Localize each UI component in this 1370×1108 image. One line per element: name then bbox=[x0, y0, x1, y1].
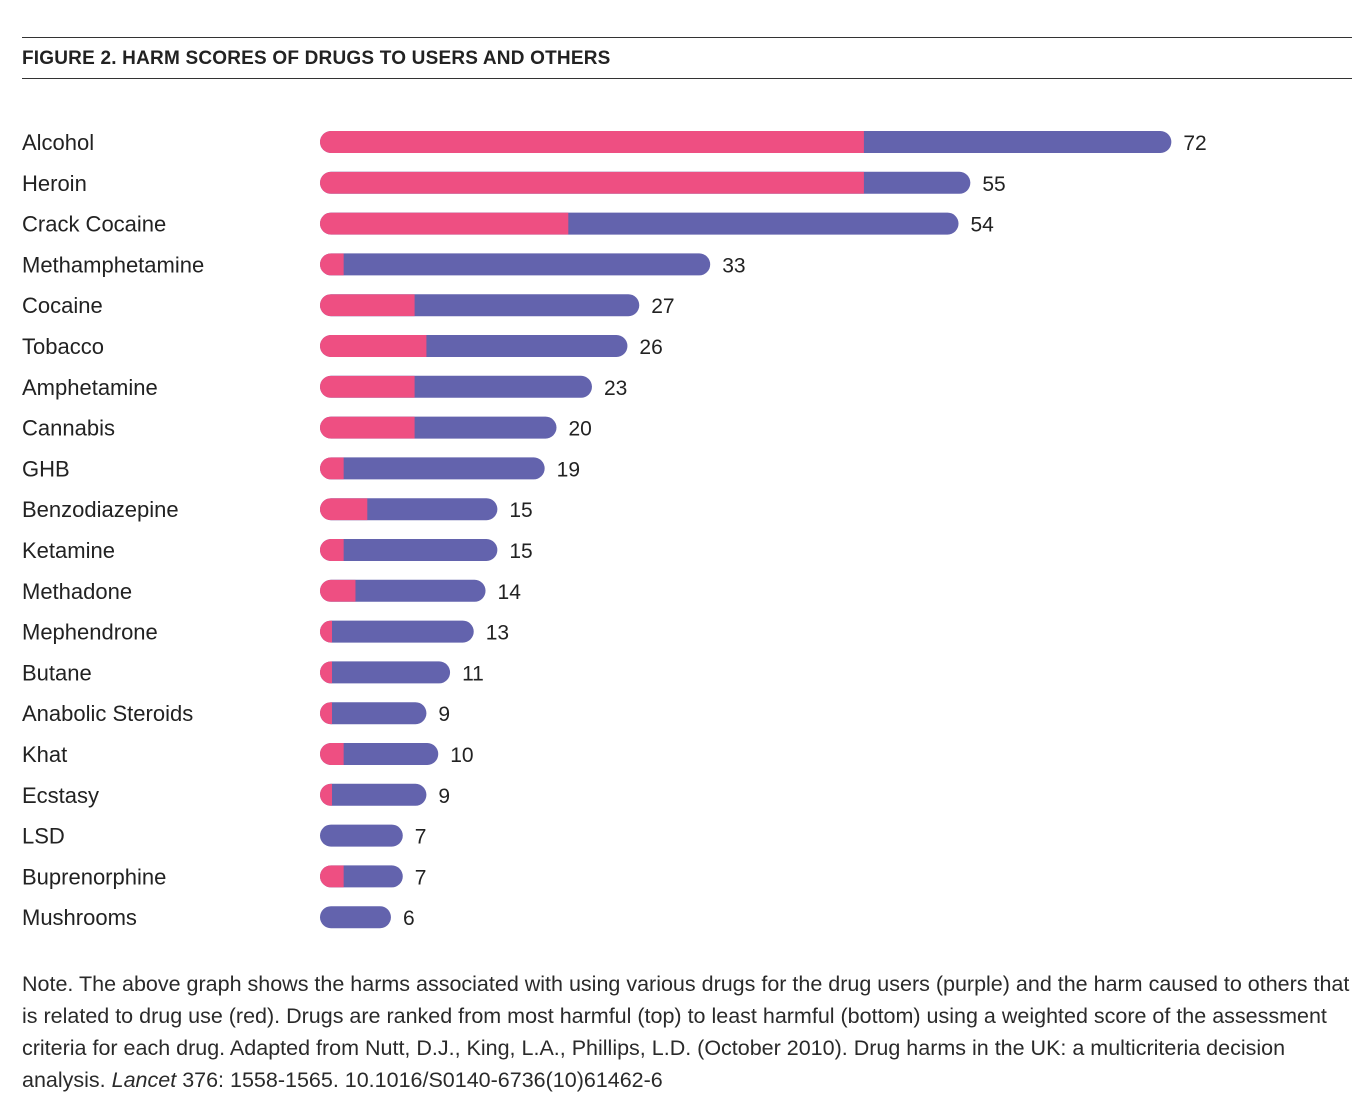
value-label: 55 bbox=[982, 173, 1005, 196]
category-label: LSD bbox=[22, 824, 65, 849]
category-label: Tobacco bbox=[22, 334, 104, 359]
bar-others-harm bbox=[320, 661, 332, 684]
value-label: 19 bbox=[557, 458, 580, 481]
bar-users-harm bbox=[320, 253, 711, 276]
category-label: Crack Cocaine bbox=[22, 212, 166, 237]
figure-title: FIGURE 2. HARM SCORES OF DRUGS TO USERS … bbox=[22, 48, 611, 69]
category-label: Amphetamine bbox=[22, 375, 158, 400]
bar-others-harm bbox=[320, 702, 332, 725]
value-label: 13 bbox=[486, 622, 509, 645]
bar-users-harm bbox=[320, 783, 427, 806]
value-label: 14 bbox=[498, 581, 522, 604]
bar-others-harm bbox=[320, 865, 344, 888]
category-label: Anabolic Steroids bbox=[22, 701, 193, 726]
bar-users-harm bbox=[320, 620, 474, 643]
value-label: 7 bbox=[415, 826, 427, 849]
top-rule bbox=[22, 37, 1352, 38]
bar-others-harm bbox=[320, 416, 415, 439]
category-label: Butane bbox=[22, 660, 92, 685]
value-label: 15 bbox=[509, 540, 532, 563]
bar-others-harm bbox=[320, 253, 344, 276]
bar-users-harm bbox=[320, 661, 451, 684]
harm-bar-chart: Alcohol Heroin Crack Cocaine Methamphetamin… bbox=[22, 130, 1207, 930]
bar-users-harm bbox=[320, 906, 391, 929]
category-label: Mushrooms bbox=[22, 905, 137, 930]
bar-users-harm bbox=[320, 579, 486, 602]
value-label: 54 bbox=[971, 214, 995, 237]
category-label: Benzodiazepine bbox=[22, 497, 179, 522]
category-label: Heroin bbox=[22, 171, 87, 196]
category-label: Buprenorphine bbox=[22, 864, 166, 889]
category-label: GHB bbox=[22, 456, 70, 481]
value-label: 9 bbox=[438, 785, 450, 808]
value-label: 23 bbox=[604, 377, 627, 400]
value-label: 72 bbox=[1183, 132, 1206, 155]
bar-others-harm bbox=[320, 375, 415, 398]
category-label: Alcohol bbox=[22, 130, 94, 155]
value-label: 15 bbox=[509, 499, 532, 522]
value-label: 6 bbox=[403, 907, 415, 930]
bar-others-harm bbox=[320, 457, 344, 480]
value-label: 20 bbox=[568, 418, 591, 441]
bar-others-harm bbox=[320, 579, 356, 602]
bar-others-harm bbox=[320, 620, 332, 643]
figure-note: Note. The above graph shows the harms as… bbox=[22, 968, 1352, 1096]
title-underline bbox=[22, 78, 1352, 79]
bar-users-harm bbox=[320, 702, 427, 725]
bar-others-harm bbox=[320, 171, 864, 194]
category-label: Ketamine bbox=[22, 538, 115, 563]
value-label: 9 bbox=[438, 703, 450, 726]
note-journal: Lancet bbox=[111, 1068, 177, 1092]
bar-users-harm bbox=[320, 539, 498, 561]
value-label: 10 bbox=[450, 744, 473, 767]
bar-others-harm bbox=[320, 131, 864, 153]
note-citation: 376: 1558-1565. 10.1016/S0140-6736(10)61… bbox=[182, 1068, 663, 1092]
bar-others-harm bbox=[320, 743, 344, 765]
category-label: Cannabis bbox=[22, 416, 115, 441]
bar-others-harm bbox=[320, 294, 415, 317]
value-label: 26 bbox=[639, 336, 662, 359]
bar-others-harm bbox=[320, 335, 427, 357]
bar-others-harm bbox=[320, 539, 344, 561]
bar-others-harm bbox=[320, 498, 368, 521]
value-label: 27 bbox=[651, 295, 674, 318]
bar-others-harm bbox=[320, 783, 332, 806]
category-label: Cocaine bbox=[22, 293, 103, 318]
value-label: 11 bbox=[462, 662, 484, 685]
value-label: 7 bbox=[415, 866, 427, 889]
category-label: Methamphetamine bbox=[22, 252, 204, 277]
bar-users-harm bbox=[320, 457, 545, 480]
value-label: 33 bbox=[722, 254, 745, 277]
bar-others-harm bbox=[320, 212, 569, 235]
category-label: Mephendrone bbox=[22, 620, 158, 645]
category-label: Khat bbox=[22, 742, 67, 767]
bar-users-harm bbox=[320, 824, 403, 847]
category-label: Ecstasy bbox=[22, 783, 99, 808]
note-text: Note. The above graph shows the harms as… bbox=[22, 972, 1350, 1092]
category-label: Methadone bbox=[22, 579, 132, 604]
bar-users-harm bbox=[320, 743, 439, 765]
